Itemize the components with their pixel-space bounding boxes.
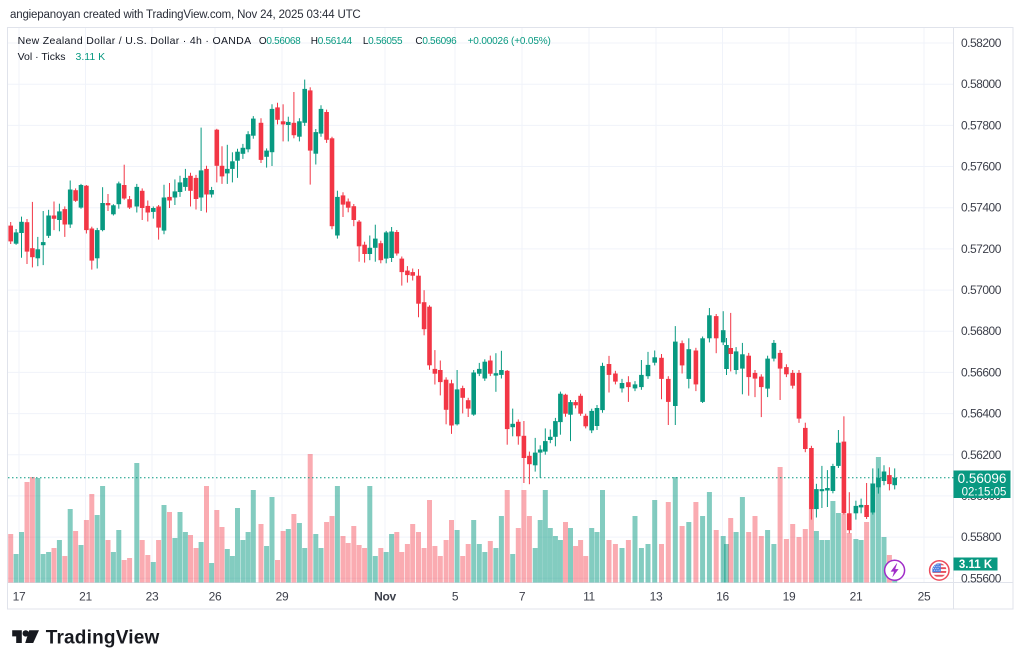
svg-text:16: 16 — [716, 589, 729, 603]
svg-text:11: 11 — [583, 589, 595, 603]
svg-text:02:15:05: 02:15:05 — [962, 487, 1007, 499]
svg-text:0.56096: 0.56096 — [958, 471, 1007, 486]
svg-text:29: 29 — [276, 589, 289, 603]
svg-text:0.57000: 0.57000 — [961, 283, 1002, 297]
svg-text:17: 17 — [13, 589, 26, 603]
svg-text:0.56600: 0.56600 — [961, 365, 1002, 379]
svg-text:23: 23 — [146, 589, 159, 603]
svg-text:+0.00026 (+0.05%): +0.00026 (+0.05%) — [468, 36, 551, 47]
svg-text:25: 25 — [918, 589, 931, 603]
svg-text:21: 21 — [850, 589, 863, 603]
svg-text:angiepanoyan created with Trad: angiepanoyan created with TradingView.co… — [10, 9, 361, 21]
svg-text:0.58000: 0.58000 — [961, 77, 1002, 91]
svg-text:3.11 K: 3.11 K — [959, 559, 993, 571]
svg-text:New Zealand Dollar / U.S. Doll: New Zealand Dollar / U.S. Dollar · 4h · … — [18, 35, 252, 47]
svg-text:0.57600: 0.57600 — [961, 160, 1002, 174]
svg-text:H0.56144: H0.56144 — [311, 36, 353, 47]
svg-text:0.57400: 0.57400 — [961, 201, 1002, 215]
svg-text:5: 5 — [452, 589, 459, 603]
svg-text:0.58200: 0.58200 — [961, 36, 1002, 50]
svg-text:0.56800: 0.56800 — [961, 324, 1002, 338]
svg-text:0.55600: 0.55600 — [961, 571, 1002, 585]
svg-text:7: 7 — [519, 589, 526, 603]
svg-text:0.57800: 0.57800 — [961, 118, 1002, 132]
svg-text:0.56200: 0.56200 — [961, 448, 1002, 462]
svg-text:19: 19 — [783, 589, 796, 603]
svg-text:0.55800: 0.55800 — [961, 530, 1002, 544]
svg-text:O0.56068: O0.56068 — [259, 36, 301, 47]
svg-text:0.57200: 0.57200 — [961, 242, 1002, 256]
svg-text:13: 13 — [650, 589, 663, 603]
svg-text:3.11 K: 3.11 K — [76, 51, 106, 63]
svg-text:0.56400: 0.56400 — [961, 407, 1002, 421]
svg-text:Nov: Nov — [374, 589, 396, 603]
svg-text:26: 26 — [209, 589, 222, 603]
svg-text:Vol · Ticks: Vol · Ticks — [18, 51, 66, 63]
svg-text:21: 21 — [79, 589, 92, 603]
svg-text:L0.56055: L0.56055 — [363, 36, 403, 47]
svg-text:C0.56096: C0.56096 — [415, 36, 457, 47]
svg-text:TradingView: TradingView — [46, 627, 160, 648]
